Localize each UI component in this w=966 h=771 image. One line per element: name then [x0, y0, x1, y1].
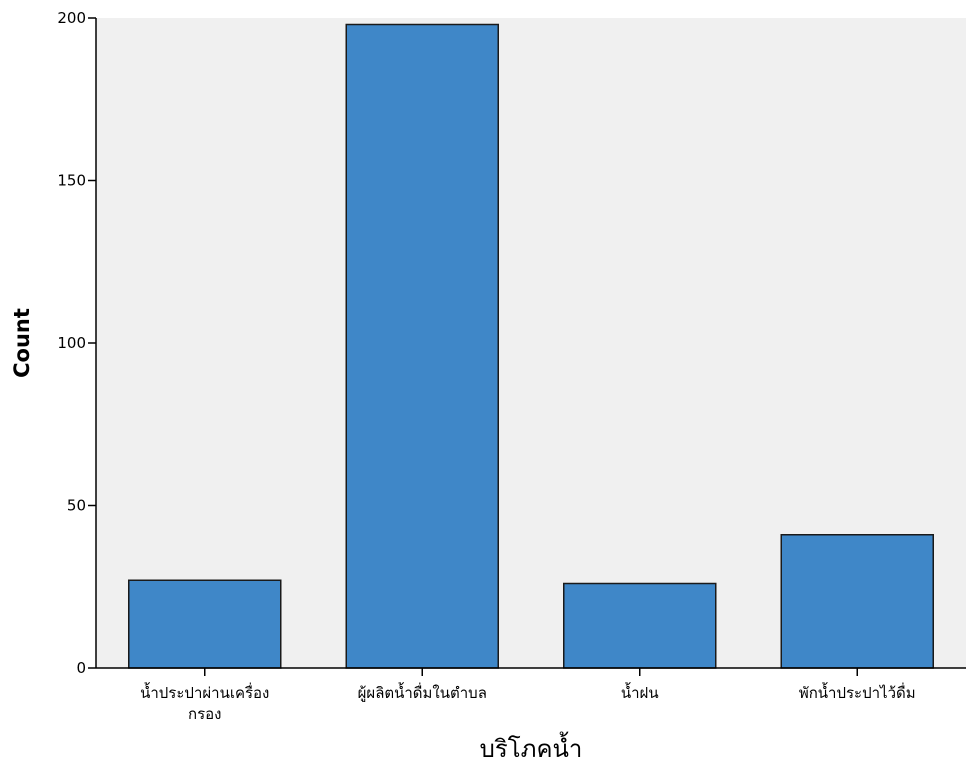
y-tick-label: 200 — [57, 9, 86, 27]
y-tick-label: 0 — [76, 659, 86, 677]
x-tick-label: น้ำฝน — [621, 682, 659, 702]
y-axis-title: Count — [10, 308, 34, 378]
y-tick-label: 150 — [57, 172, 86, 190]
y-axis: 0 50 100 150 200 — [57, 9, 97, 677]
x-tick-label-line: น้ำฝน — [621, 682, 659, 702]
x-tick-label-line: พักน้ำประปาไว้ดื่ม — [799, 682, 916, 702]
bar-2 — [345, 23, 499, 669]
x-tick-label-line: ผู้ผลิตน้ำดื่มในตำบล — [358, 682, 487, 702]
x-tick-label: น้ำประปาผ่านเครื่องกรอง — [140, 682, 269, 723]
x-tick-label: ผู้ผลิตน้ำดื่มในตำบล — [358, 682, 487, 702]
x-tick-label-line: น้ำประปาผ่านเครื่อง — [140, 682, 269, 702]
bar-4 — [780, 534, 934, 669]
bar-1 — [128, 579, 282, 669]
bars-group — [128, 23, 934, 669]
x-tick-label: พักน้ำประปาไว้ดื่ม — [799, 682, 916, 702]
x-axis-title: บริโภคน้ำ — [480, 731, 583, 763]
bar-3 — [563, 582, 717, 669]
y-tick-label: 50 — [67, 497, 86, 515]
x-axis: น้ำประปาผ่านเครื่องกรอง ผู้ผลิตน้ำดื่มในต… — [96, 667, 966, 723]
y-tick-label: 100 — [57, 334, 86, 352]
x-tick-label-line: กรอง — [188, 705, 221, 723]
